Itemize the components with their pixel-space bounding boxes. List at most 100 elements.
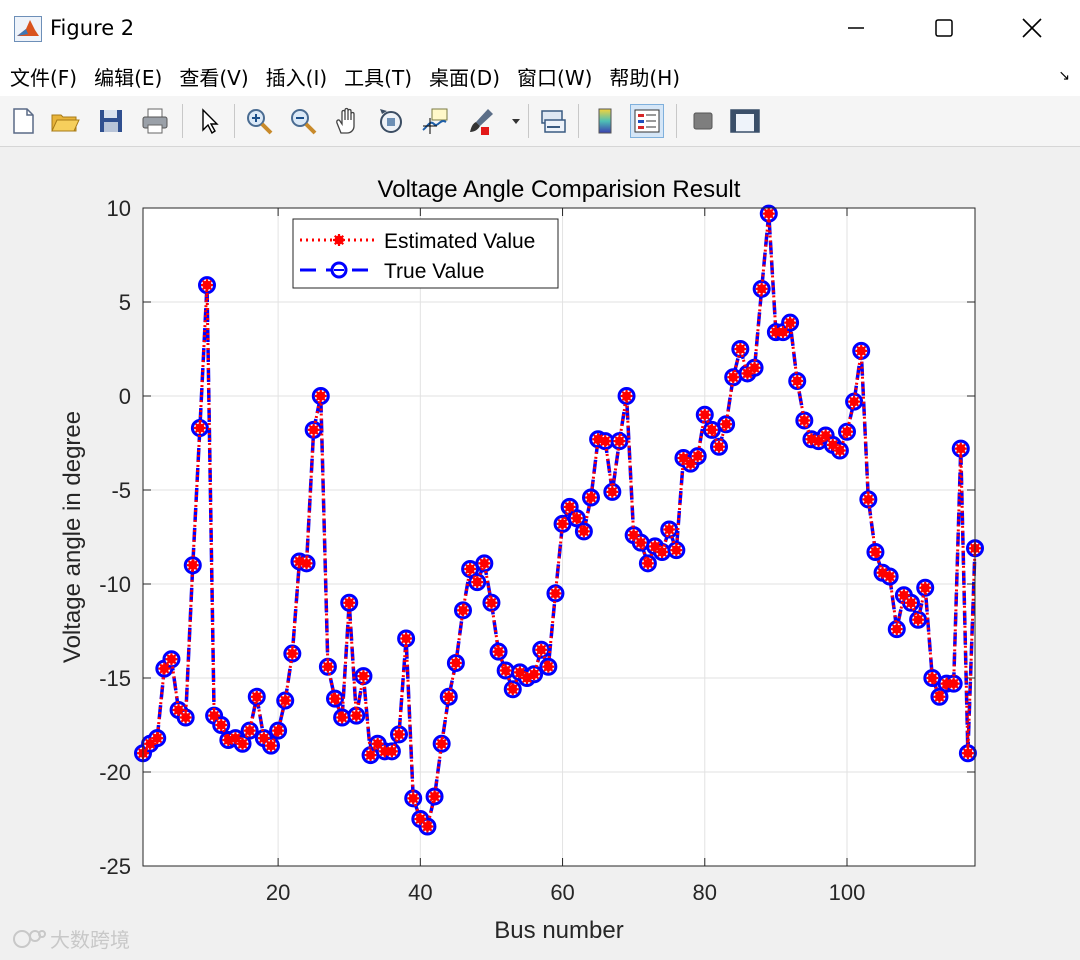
estimated-value-marker (193, 421, 206, 434)
menu-desktop[interactable]: 桌面(D) (429, 65, 501, 90)
x-tick-label: 80 (693, 880, 717, 905)
estimated-value-marker (407, 792, 420, 805)
estimated-value-marker (933, 690, 946, 703)
menu-window[interactable]: 窗口(W) (517, 65, 593, 90)
estimated-value-marker (791, 374, 804, 387)
open-button[interactable] (48, 104, 82, 138)
y-axis-label: Voltage angle in degree (59, 411, 86, 663)
rotate-button[interactable] (374, 104, 408, 138)
estimated-value-marker-spoke (436, 738, 447, 749)
menu-file[interactable]: 文件(F) (10, 65, 78, 90)
show-plot-tools-icon (730, 109, 760, 133)
estimated-value-marker-spoke (550, 588, 561, 599)
title-bar: Figure 2 (0, 0, 1080, 56)
estimated-value-marker-spoke (621, 390, 632, 402)
estimated-value-marker (449, 656, 462, 669)
estimated-value-marker-spoke (678, 453, 689, 464)
estimated-value-marker (151, 732, 164, 745)
estimated-value-marker-spoke (465, 563, 476, 574)
estimated-value-marker (720, 418, 733, 431)
minimize-button[interactable] (812, 0, 900, 56)
toolbar-separator (578, 104, 579, 138)
estimated-value-marker (585, 491, 597, 504)
menu-insert[interactable]: 插入(I) (265, 65, 328, 90)
estimated-value-marker-spoke (685, 458, 696, 469)
brush-dropdown-button[interactable] (506, 104, 526, 138)
estimated-value-marker-spoke (401, 633, 412, 644)
toolbar-separator (528, 104, 529, 138)
data-cursor-button[interactable] (418, 104, 452, 138)
estimated-value-marker (400, 632, 413, 645)
dock-arrow-icon[interactable]: ↘ (1058, 68, 1070, 84)
pointer-button[interactable] (192, 104, 226, 138)
estimated-value-marker (414, 813, 427, 825)
zoom-in-button[interactable] (242, 104, 276, 138)
colorbar-icon (598, 108, 612, 134)
estimated-value-marker (862, 493, 875, 506)
menu-edit[interactable]: 编辑(E) (94, 65, 163, 90)
estimated-value-marker (926, 672, 939, 684)
brush-button[interactable] (464, 104, 498, 138)
print-button[interactable] (138, 104, 172, 138)
estimated-value-marker-spoke (230, 733, 241, 744)
estimated-value-marker-spoke (493, 646, 504, 657)
x-tick-label: 40 (408, 880, 432, 905)
estimated-value-marker-spoke (585, 492, 597, 503)
estimated-value-marker (606, 485, 619, 498)
menu-view[interactable]: 查看(V) (179, 65, 249, 90)
close-button[interactable] (988, 0, 1076, 56)
menu-help[interactable]: 帮助(H) (609, 65, 681, 90)
estimated-value-marker-spoke (728, 372, 739, 383)
estimated-value-marker-spoke (422, 821, 433, 832)
estimated-value-marker-spoke (194, 422, 205, 433)
plot-area (143, 208, 975, 866)
maximize-button[interactable] (900, 0, 988, 56)
estimated-value-marker-spoke (408, 793, 419, 804)
colorbar-button[interactable] (588, 104, 622, 138)
estimated-value-marker-spoke (657, 547, 668, 558)
legend-button[interactable] (630, 104, 664, 138)
pan-button[interactable] (330, 104, 364, 138)
estimated-value-marker-spoke (337, 712, 348, 723)
estimated-value-marker (755, 282, 768, 295)
legend[interactable]: Estimated Value True Value (292, 218, 559, 289)
estimated-value-marker-spoke (664, 524, 675, 535)
estimated-value-marker (713, 440, 725, 453)
estimated-value-marker-spoke (351, 710, 362, 721)
estimated-value-marker-spoke (692, 451, 703, 462)
estimated-value-marker (286, 647, 299, 660)
estimated-value-marker-spoke (173, 704, 184, 715)
estimated-value-marker (499, 664, 512, 677)
estimated-value-marker (464, 562, 477, 575)
estimated-value-marker (855, 344, 868, 357)
estimated-value-marker-spoke (905, 597, 917, 608)
show-plot-tools-button[interactable] (728, 104, 762, 138)
estimated-value-marker-spoke (500, 665, 511, 676)
legend-estimated-label: Estimated Value (384, 230, 535, 253)
legend-true-label: True Value (384, 260, 484, 283)
estimated-value-marker-spoke (863, 494, 874, 505)
estimated-value-marker-spoke (415, 813, 426, 825)
estimated-value-marker (577, 525, 590, 538)
estimated-value-marker-spoke (614, 436, 625, 447)
estimated-value-marker (841, 425, 853, 438)
estimated-value-marker (336, 711, 349, 724)
estimated-value-marker (535, 643, 548, 656)
estimated-value-marker-spoke (543, 661, 554, 672)
hide-plot-tools-button[interactable] (686, 104, 720, 138)
estimated-value-marker-spoke (706, 424, 717, 435)
estimated-value-marker-spoke (948, 678, 959, 689)
link-button[interactable] (536, 104, 570, 138)
zoom-out-button[interactable] (286, 104, 320, 138)
estimated-value-marker (265, 739, 277, 752)
save-button[interactable] (94, 104, 128, 138)
estimated-value-marker-spoke (962, 748, 973, 759)
new-figure-button[interactable] (6, 104, 40, 138)
estimated-value-marker-spoke (315, 390, 326, 402)
estimated-value-marker-spoke (237, 738, 248, 749)
estimated-value-marker-spoke (934, 691, 945, 702)
estimated-value-marker (670, 544, 683, 557)
x-axis-label: Bus number (494, 917, 623, 944)
estimated-value-marker (613, 435, 626, 448)
menu-tools[interactable]: 工具(T) (344, 65, 412, 90)
